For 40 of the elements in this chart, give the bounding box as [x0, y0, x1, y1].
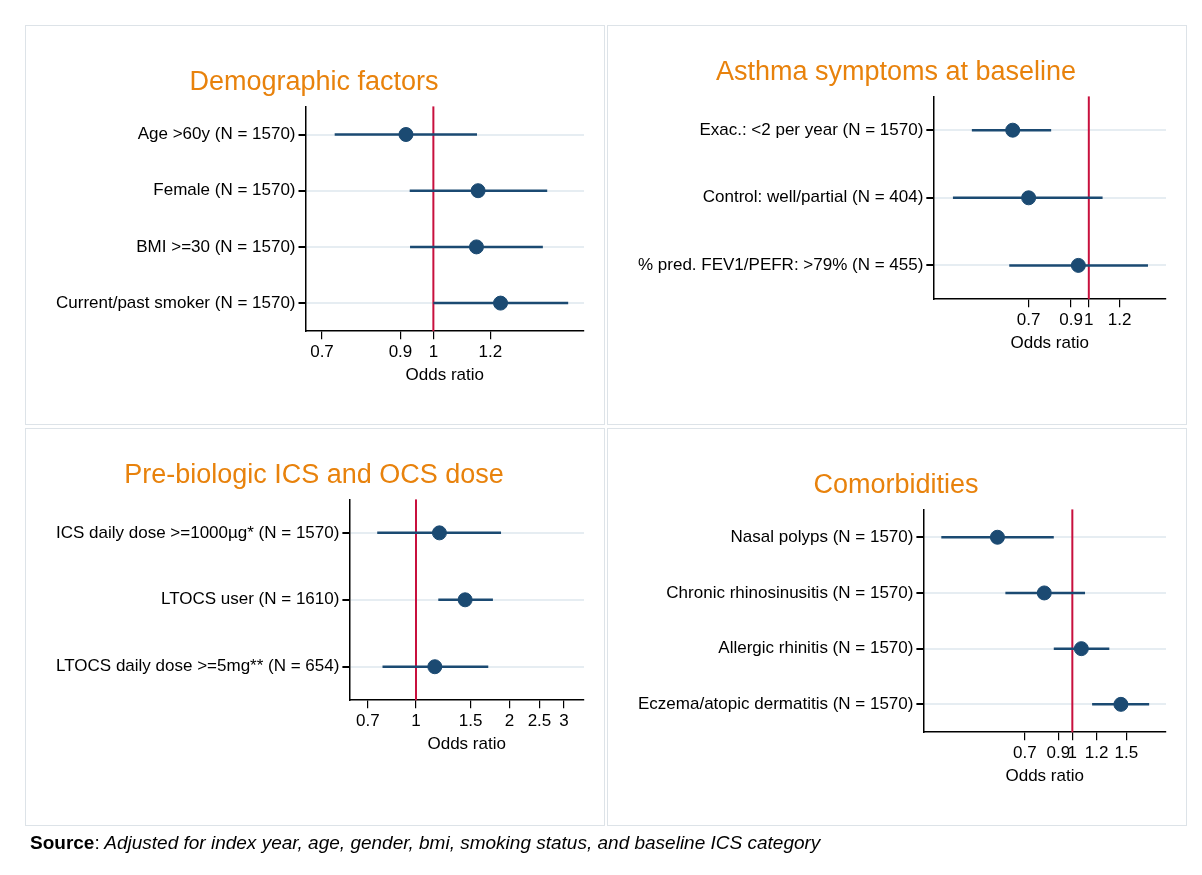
x-tick-label: 1.2 [478, 342, 503, 362]
chart-title: Pre-biologic ICS and OCS dose [124, 458, 504, 489]
y-tick-label: Chronic rhinosinusitis (N = 1570) [666, 582, 914, 602]
y-tick-label: LTOCS daily dose >=5mg** (N = 654) [56, 656, 340, 676]
x-tick-label: 1.2 [1107, 310, 1132, 330]
y-tick-label: Nasal polyps (N = 1570) [730, 526, 914, 546]
source-note: Source: Adjusted for index year, age, gender, bmi, smoking status, and baseline ICS category [30, 832, 821, 854]
x-tick-label: 0.7 [310, 342, 334, 362]
chart-title: Asthma symptoms at baseline [715, 55, 1077, 86]
y-tick-label: BMI >=30 (N = 1570) [136, 236, 296, 256]
x-axis-title: Odds ratio [1005, 766, 1084, 786]
x-tick-label: 1.5 [1114, 743, 1139, 763]
x-axis-title: Odds ratio [1010, 333, 1089, 353]
y-tick-label: Current/past smoker (N = 1570) [56, 292, 296, 312]
x-tick-label: 2 [504, 711, 515, 731]
y-tick-label: % pred. FEV1/PEFR: >79% (N = 455) [637, 255, 924, 275]
x-axis-title: Odds ratio [427, 734, 506, 754]
x-axis-title: Odds ratio [405, 365, 484, 385]
x-tick-label: 2.5 [527, 711, 552, 731]
x-tick-label: 0.7 [1013, 743, 1037, 763]
y-tick-label: Age >60y (N = 1570) [137, 124, 296, 144]
y-tick-label: Control: well/partial (N = 404) [702, 187, 924, 207]
x-tick-label: 1 [1084, 310, 1094, 330]
y-tick-label: ICS daily dose >=1000µg* (N = 1570) [56, 522, 340, 542]
x-tick-label: 1.5 [458, 711, 483, 731]
chart-title: Comorbidities [813, 468, 979, 499]
chart-title: Demographic factors [189, 65, 439, 96]
x-tick-label: 1 [428, 342, 439, 362]
y-tick-label: Eczema/atopic dermatitis (N = 1570) [638, 694, 914, 714]
x-tick-label: 3 [559, 711, 569, 731]
y-tick-label: Exac.: <2 per year (N = 1570) [699, 119, 924, 139]
y-tick-label: LTOCS user (N = 1610) [160, 589, 340, 609]
x-tick-label: 0.7 [356, 711, 380, 731]
x-tick-label: 1 [411, 711, 421, 731]
x-tick-label: 0.9 [388, 342, 413, 362]
x-tick-label: 0.9 [1059, 310, 1083, 330]
x-tick-label: 1.2 [1084, 743, 1109, 763]
y-tick-label: Female (N = 1570) [153, 180, 296, 200]
x-tick-label: 0.7 [1016, 310, 1041, 330]
y-tick-label: Allergic rhinitis (N = 1570) [718, 638, 914, 658]
